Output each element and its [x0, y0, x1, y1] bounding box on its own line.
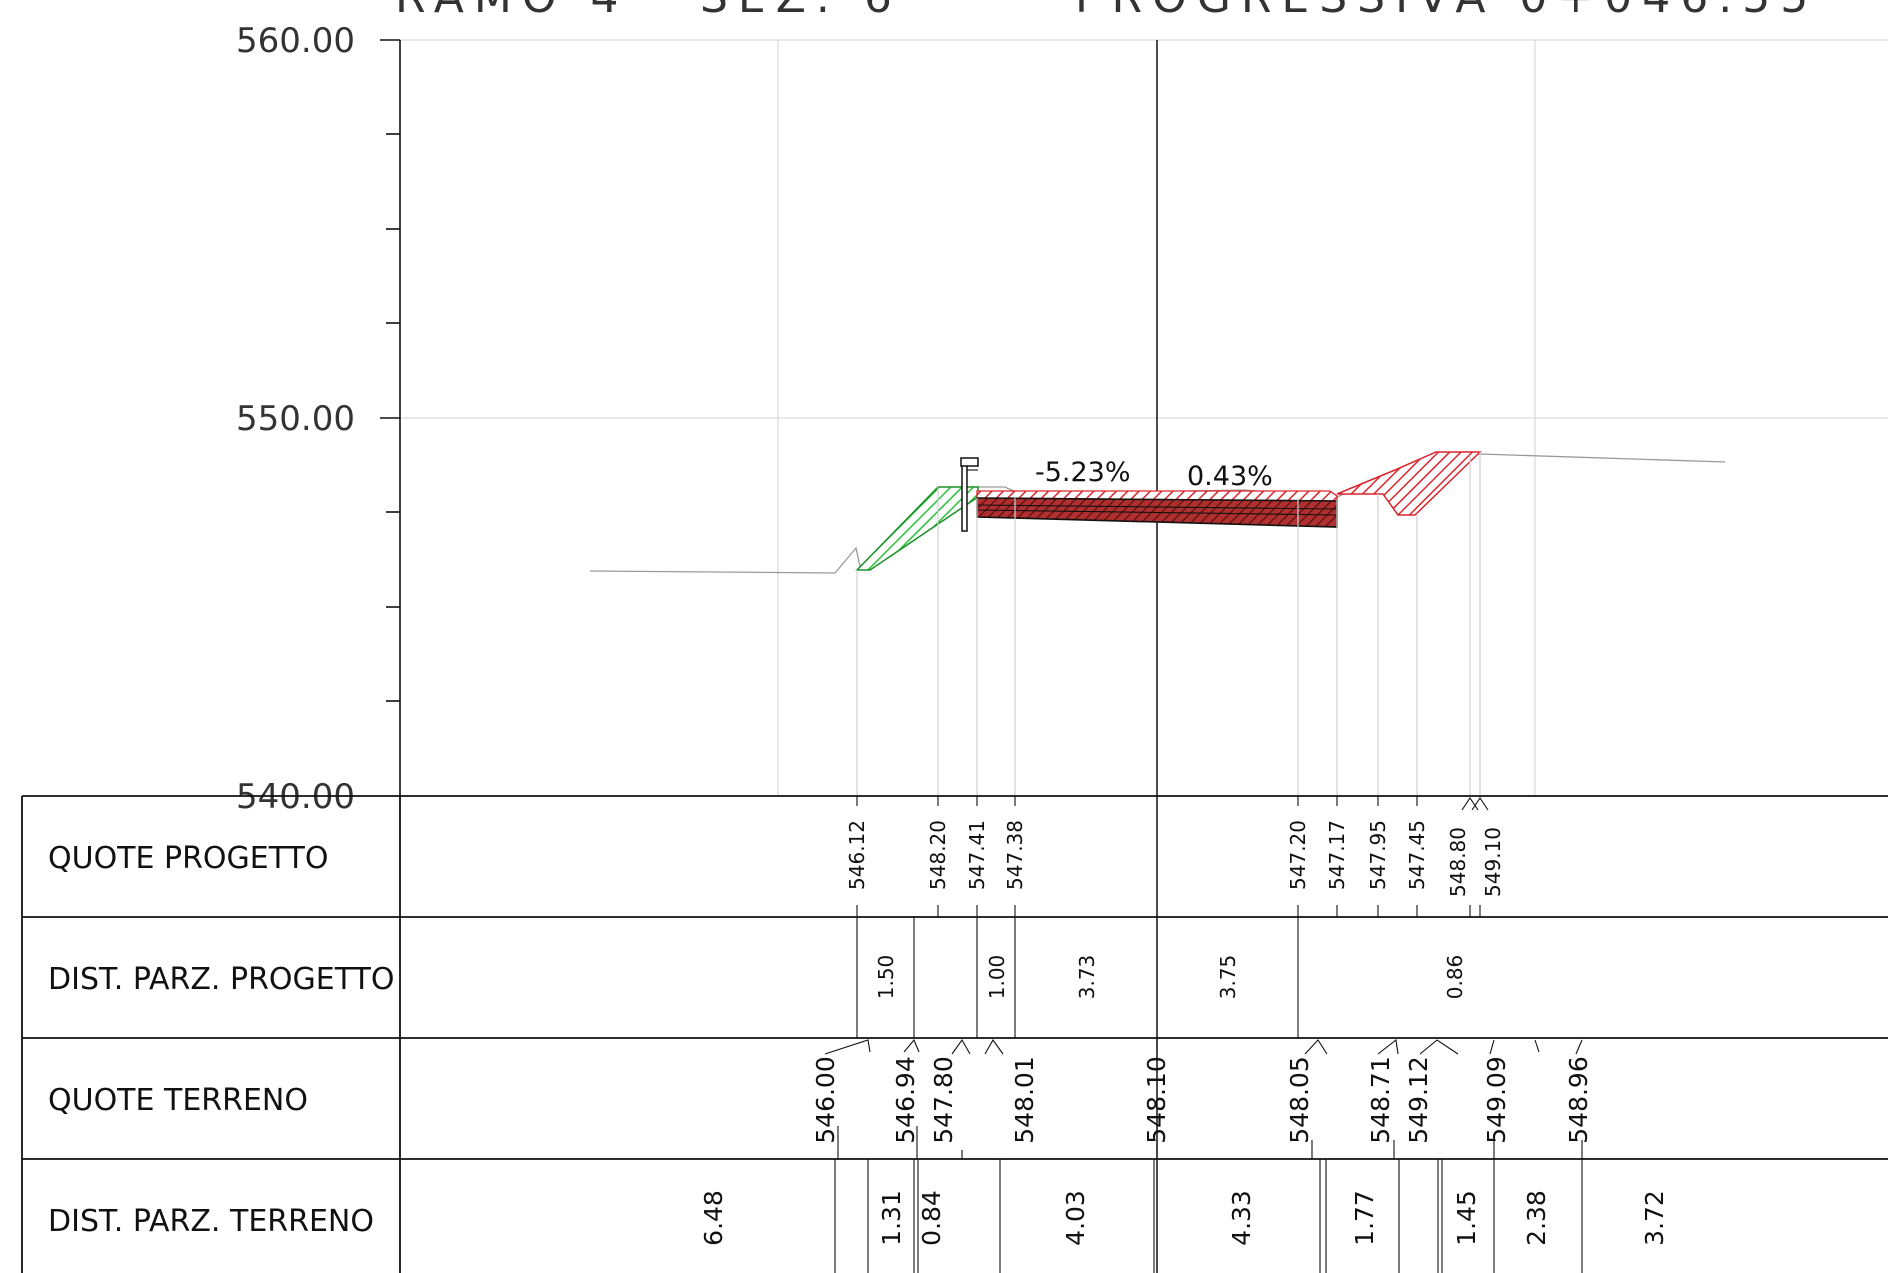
quota-terreno-value: 549.12 — [1404, 1056, 1433, 1143]
y-label-550: 550.00 — [236, 399, 355, 439]
quota-terreno-value: 548.10 — [1142, 1056, 1171, 1143]
row-label-dist-progetto: DIST. PARZ. PROGETTO — [48, 962, 394, 997]
quota-terreno-value: 548.05 — [1285, 1056, 1314, 1143]
grid — [400, 39, 1888, 796]
title-progressiva: PROGRESSIVA 0+046.55 — [1075, 0, 1818, 23]
quota-progetto-value: 546.12 — [845, 820, 869, 890]
y-axis: 560.00 550.00 540.00 — [236, 21, 401, 817]
dist-terreno-value: 6.48 — [699, 1190, 728, 1246]
quota-progetto-value: 548.20 — [926, 820, 950, 890]
data-table: QUOTE PROGETTO DIST. PARZ. PROGETTO QUOT… — [21, 795, 1888, 1273]
dist-terreno-value: 4.03 — [1061, 1190, 1090, 1246]
title-sez: SEZ. 6 — [700, 0, 902, 23]
quota-terreno-value: 548.01 — [1010, 1056, 1039, 1143]
quota-progetto-value: 547.38 — [1003, 820, 1027, 890]
dist-terreno-value: 1.31 — [877, 1190, 906, 1246]
dist-progetto-value: 0.86 — [1443, 955, 1467, 1000]
quota-terreno-value: 549.09 — [1482, 1056, 1511, 1143]
section-title: RAMO 4 SEZ. 6 PROGRESSIVA 0+046.55 — [395, 0, 1818, 23]
pavement-layer-line — [976, 509, 1338, 516]
quota-terreno-value: 548.96 — [1564, 1056, 1593, 1143]
dist-terreno-value: 1.77 — [1350, 1190, 1379, 1246]
dist-progetto-value: 3.73 — [1075, 955, 1099, 1000]
dist-progetto-value: 3.75 — [1216, 955, 1240, 1000]
row-label-quote-progetto: QUOTE PROGETTO — [48, 841, 329, 876]
dist-terreno-value: 2.38 — [1522, 1190, 1551, 1246]
row-dist-progetto: 1.50 1.00 3.73 3.75 0.86 — [856, 917, 1467, 1038]
y-label-560: 560.00 — [236, 21, 355, 61]
dist-progetto-value: 1.50 — [874, 955, 898, 1000]
dist-terreno-value: 0.84 — [917, 1190, 946, 1246]
quota-progetto-value: 547.45 — [1405, 820, 1429, 890]
pavement-layer-line — [976, 504, 1338, 510]
quota-terreno-value: 546.00 — [811, 1056, 840, 1143]
title-ramo: RAMO 4 — [395, 0, 628, 23]
dist-terreno-value: 4.33 — [1227, 1190, 1256, 1246]
cut-slope-right — [1336, 451, 1482, 516]
row-quote-terreno: 546.00 546.94 547.80 548.01 548.10 548.0… — [811, 1038, 1593, 1159]
slope-left-label: -5.23% — [1035, 457, 1131, 488]
slope-right-label: 0.43% — [1187, 461, 1273, 492]
row-label-quote-terreno: QUOTE TERRENO — [48, 1083, 308, 1118]
quota-progetto-value: 547.17 — [1325, 820, 1349, 890]
quota-progetto-value: 547.41 — [965, 820, 989, 890]
guide-lines — [856, 452, 1481, 796]
fill-embankment-left — [855, 486, 979, 571]
quota-terreno-value: 546.94 — [891, 1056, 920, 1143]
dist-terreno-value: 3.72 — [1640, 1190, 1669, 1246]
y-label-540: 540.00 — [236, 777, 355, 817]
quota-progetto-value: 547.20 — [1286, 820, 1310, 890]
quota-progetto-value: 547.95 — [1366, 820, 1390, 890]
row-quote-progetto: 546.12 548.20 547.41 547.38 547.20 547.1… — [845, 796, 1505, 917]
dist-terreno-value: 1.45 — [1452, 1190, 1481, 1246]
row-label-dist-terreno: DIST. PARZ. TERRENO — [48, 1204, 374, 1239]
quota-progetto-value: 548.80 — [1446, 827, 1470, 897]
dist-progetto-value: 1.00 — [985, 955, 1009, 1000]
guardrail-icon — [960, 457, 979, 532]
quota-terreno-value: 547.80 — [929, 1056, 958, 1143]
quota-terreno-value: 548.71 — [1366, 1056, 1395, 1143]
row-dist-terreno: 6.48 1.31 0.84 4.03 4.33 1.77 1.45 2.38 … — [699, 1159, 1669, 1273]
quota-progetto-value: 549.10 — [1481, 827, 1505, 897]
